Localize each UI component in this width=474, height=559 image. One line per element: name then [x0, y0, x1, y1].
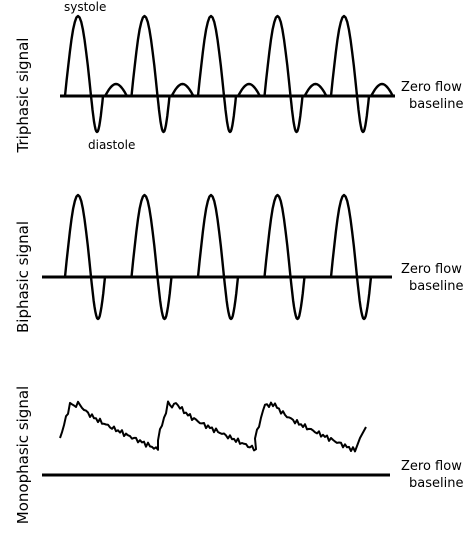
panel-label: Biphasic signal — [14, 221, 32, 333]
baseline-label: Zero flow — [401, 262, 462, 277]
biphasic-wave — [63, 193, 373, 321]
baseline-label: Zero flow — [401, 80, 462, 95]
annotation: systole — [64, 0, 106, 14]
triphasic-wave — [63, 14, 395, 134]
panel-label: Monophasic signal — [14, 386, 32, 524]
monophasic-wave — [59, 400, 367, 453]
baseline-label: baseline — [409, 279, 463, 294]
panel-label: Triphasic signal — [14, 38, 32, 154]
baseline-label: baseline — [409, 476, 463, 491]
annotation: diastole — [88, 138, 135, 152]
baseline-label: baseline — [409, 97, 463, 112]
baseline-label: Zero flow — [401, 459, 462, 474]
